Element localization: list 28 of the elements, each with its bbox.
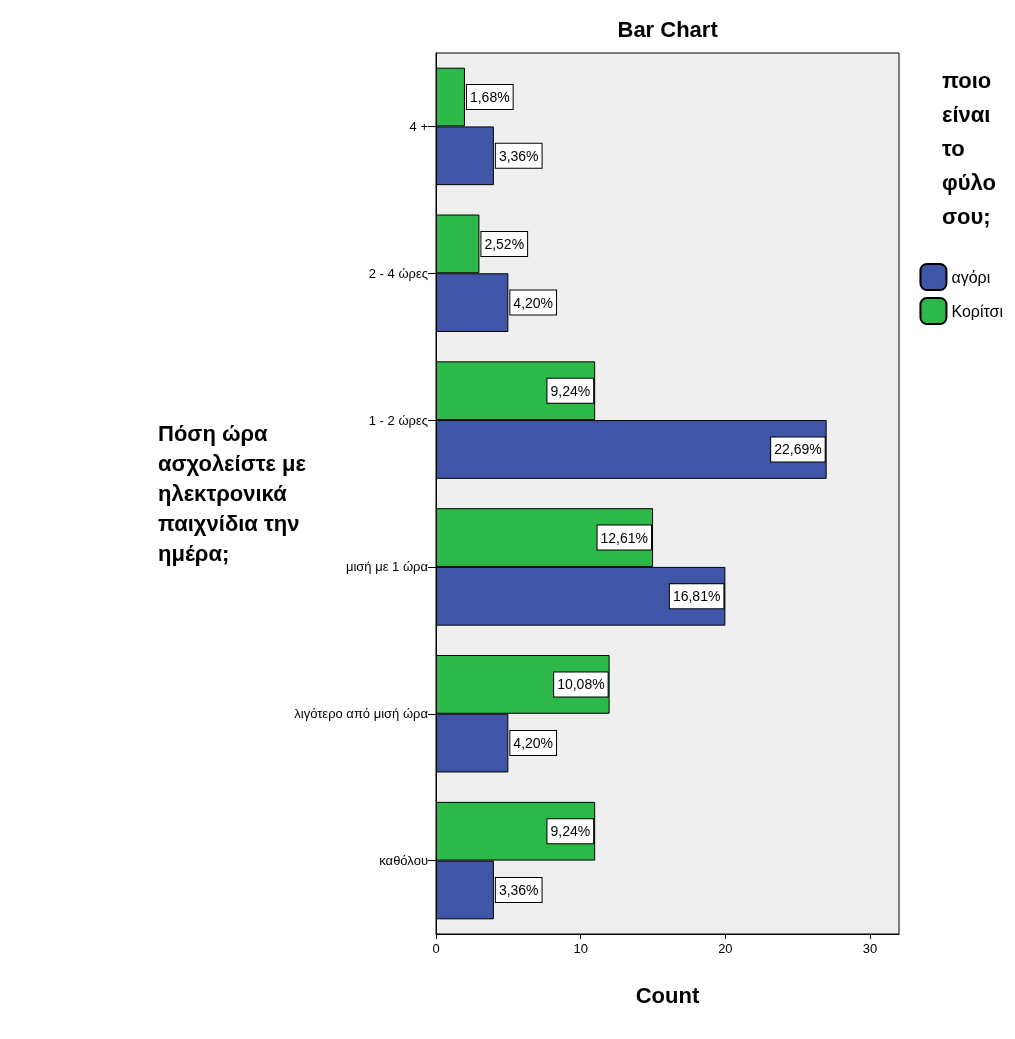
legend-title: ποιο είναι το φύλο σου; [942,67,997,229]
annotation: 3,36% [498,881,539,898]
y-tick-label: λιγότερο από μισή ώρα [294,706,429,722]
annotation: 10,08% [557,676,605,693]
annotation: 9,24% [550,823,591,840]
annotation: 12,61% [600,529,649,546]
chart-title: Bar Chart [617,16,719,42]
legend-label: Κορίτσι [951,302,1004,320]
annotation: 4,20% [513,294,554,311]
annotation: 3,36% [498,147,539,164]
x-tick-label: 30 [862,941,878,956]
annotation: 22,69% [774,441,822,458]
annotation: 16,81% [672,588,721,605]
y-tick-label: 1 - 2 ώρες [368,412,428,428]
x-tick-label: 20 [718,941,733,956]
y-tick-label: 4 + [409,118,428,134]
legend-label: αγόρι [951,268,991,286]
y-tick-label: μισή με 1 ώρα [345,559,429,575]
y-tick-label: καθόλου [379,853,428,869]
annotation: 4,20% [513,735,554,752]
annotation: 9,24% [550,382,591,399]
x-axis-title: Count [635,982,700,1008]
annotation: 2,52% [484,235,525,252]
y-tick-label: 2 - 4 ώρες [368,265,428,281]
y-axis-title: Πόση ώρα ασχολείστε με ηλεκτρονικά παιχνίδια την ημέρα; [158,420,307,566]
annotation: 1,68% [469,89,510,106]
x-tick-label: 10 [573,941,588,956]
x-tick-label: 0 [432,941,440,956]
